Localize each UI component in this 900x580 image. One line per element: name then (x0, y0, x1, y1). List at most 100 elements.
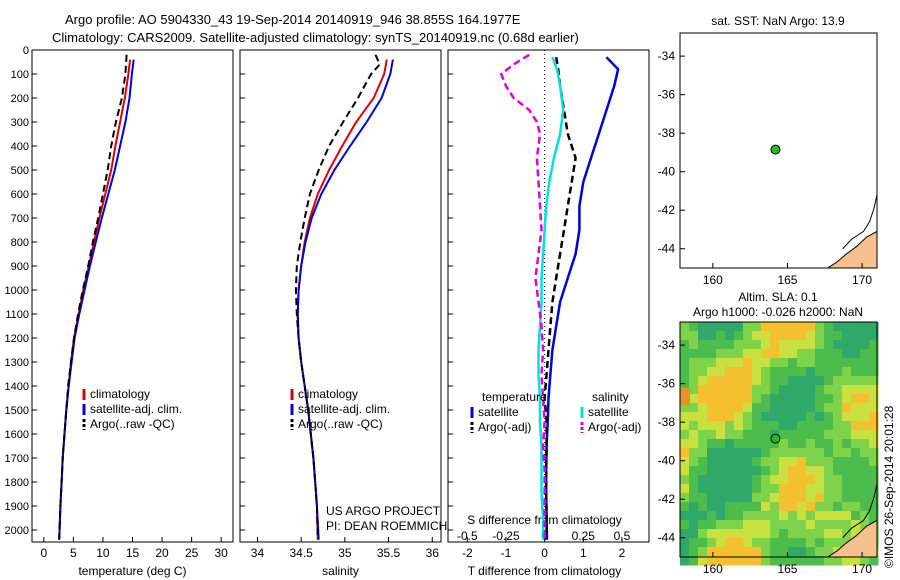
sla-cell (743, 358, 753, 368)
sla-cell (842, 430, 852, 440)
sla-cell (770, 511, 780, 521)
sat-sst-map-y-tick-label: -38 (658, 126, 676, 140)
sla-cell (734, 430, 744, 440)
sla-cell (797, 493, 807, 503)
sla-cell (833, 556, 843, 566)
sla-cell (788, 358, 798, 368)
sla-cell (752, 556, 762, 566)
sla-cell (770, 331, 780, 341)
sla-map-title: Altim. SLA: 0.1 (738, 290, 818, 304)
sla-cell (770, 457, 780, 467)
sla-cell (716, 448, 726, 458)
sat-sst-map-y-tick-label: -40 (658, 165, 676, 179)
coastline-edge (842, 483, 878, 539)
sla-cell (716, 529, 726, 539)
sla-cell (806, 466, 816, 476)
sla-cell (860, 403, 870, 413)
sla-cell (752, 466, 762, 476)
depth-tick-label: 700 (11, 213, 29, 225)
sla-cell (779, 466, 789, 476)
sla-cell (761, 502, 771, 512)
sla-cell (860, 421, 870, 431)
sla-cell (698, 412, 708, 422)
sla-cell (824, 358, 834, 368)
sla-cell (851, 493, 861, 503)
sla-cell (725, 367, 735, 377)
sla-cell (797, 529, 807, 539)
altimetry-map-y-tick-label: -44 (658, 531, 676, 545)
sla-cell (842, 394, 852, 404)
sla-cell (851, 385, 861, 395)
sla-cell (716, 493, 726, 503)
sla-cell (770, 394, 780, 404)
sla-cell (797, 322, 807, 332)
sla-cell (860, 385, 870, 395)
sla-cell (743, 484, 753, 494)
altimetry-map-x-tick-label: 160 (703, 562, 723, 576)
sla-cell (761, 349, 771, 359)
sla-cell (725, 439, 735, 449)
sla-cell (761, 385, 771, 395)
sla-cell (689, 538, 699, 548)
sla-cell (707, 412, 717, 422)
sla-cell (689, 421, 699, 431)
sla-cell (824, 376, 834, 386)
salinity-series-1 (296, 59, 394, 540)
sla-cell (815, 547, 825, 557)
sla-cell (833, 502, 843, 512)
sla-cell (851, 340, 861, 350)
sla-cell (779, 367, 789, 377)
sla-cell (707, 547, 717, 557)
sla-cell (698, 547, 708, 557)
sla-cell (689, 475, 699, 485)
sla-cell (752, 511, 762, 521)
sla-cell (707, 403, 717, 413)
sla-cell (707, 439, 717, 449)
sla-cell (797, 556, 807, 566)
sla-cell (779, 457, 789, 467)
sla-cell (833, 412, 843, 422)
sla-cell (734, 475, 744, 485)
sla-cell (815, 466, 825, 476)
sla-cell (833, 448, 843, 458)
sla-cell (725, 538, 735, 548)
sla-cell (842, 439, 852, 449)
sla-cell (770, 403, 780, 413)
sla-cell (716, 520, 726, 530)
sla-cell (734, 394, 744, 404)
sla-cell (770, 421, 780, 431)
sla-cell (734, 376, 744, 386)
altimetry-map-y-tick-label: -40 (658, 454, 676, 468)
sla-cell (851, 448, 861, 458)
sla-cell (716, 394, 726, 404)
sla-cell (842, 331, 852, 341)
sla-cell (734, 358, 744, 368)
sla-cell (725, 556, 735, 566)
sla-cell (698, 502, 708, 512)
sla-cell (797, 502, 807, 512)
sla-cell (788, 520, 798, 530)
sla-cell (797, 376, 807, 386)
depth-tick-label: 900 (11, 261, 29, 273)
sla-cell (824, 457, 834, 467)
sla-cell (725, 430, 735, 440)
sla-cell (734, 556, 744, 566)
sla-cell (752, 358, 762, 368)
sla-cell (734, 493, 744, 503)
sla-cell (680, 511, 690, 521)
sla-cell (779, 484, 789, 494)
sla-cell (689, 457, 699, 467)
sla-cell (743, 322, 753, 332)
sla-cell (860, 340, 870, 350)
depth-tick-label: 100 (11, 69, 29, 81)
sla-cell (833, 430, 843, 440)
sla-cell (842, 493, 852, 503)
sla-cell (761, 322, 771, 332)
sla-cell (698, 466, 708, 476)
sla-cell (788, 529, 798, 539)
sla-cell (734, 412, 744, 422)
sla-cell (770, 376, 780, 386)
sla-cell (824, 439, 834, 449)
sla-cell (707, 475, 717, 485)
sla-cell (824, 331, 834, 341)
